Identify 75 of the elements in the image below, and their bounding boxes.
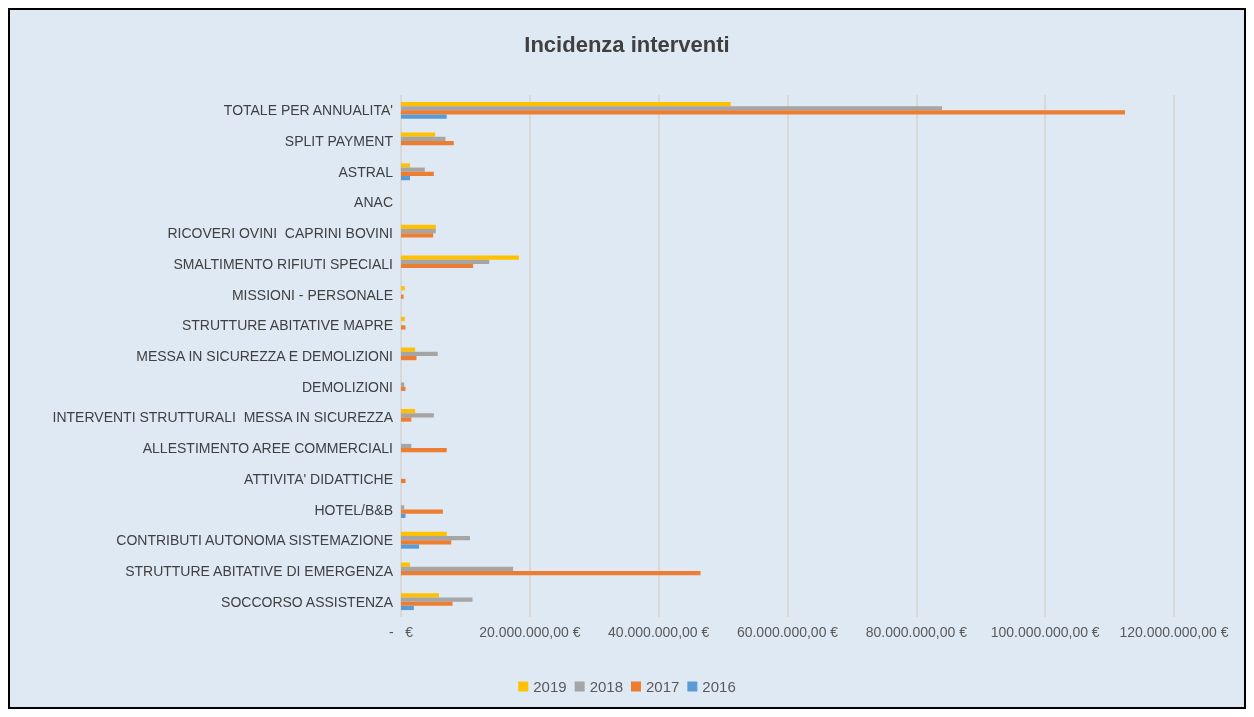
x-tick-label: 80.000.000,00 €	[865, 624, 968, 640]
y-tick-label: DEMOLIZIONI	[301, 378, 393, 395]
bar	[401, 478, 406, 484]
bar	[401, 540, 452, 545]
bar	[401, 566, 514, 571]
x-tick-label: 20.000.000,00 €	[479, 624, 581, 640]
y-tick-label: ANAC	[354, 194, 393, 211]
bar	[401, 136, 446, 142]
bar	[401, 175, 411, 181]
x-tick-label: 60.000.000,00 €	[736, 624, 839, 640]
y-tick-label: STRUTTURE ABITATIVE MAPRE	[181, 317, 393, 334]
bar	[401, 513, 406, 518]
legend-label: 2019	[533, 678, 567, 695]
bar	[401, 141, 454, 146]
bar	[401, 325, 406, 330]
bar	[401, 132, 436, 137]
y-tick-label: ASTRAL	[338, 163, 394, 180]
bar	[401, 448, 447, 453]
bar	[401, 417, 412, 422]
bar	[401, 171, 434, 176]
bar	[401, 259, 490, 264]
y-tick-label: STRUTTURE ABITATIVE DI EMERGENZA	[125, 562, 394, 579]
x-tick-label: 40.000.000,00 €	[608, 624, 710, 640]
legend-label: 2016	[702, 678, 736, 695]
y-tick-label: MISSIONI - PERSONALE	[231, 286, 393, 303]
y-tick-label: RICOVERI OVINI CAPRINI BOVINI	[167, 225, 393, 242]
bar	[401, 101, 731, 107]
bar	[401, 163, 411, 168]
y-tick-label: TOTALE PER ANNUALITA'	[223, 102, 393, 119]
x-tick-label: 100.000.000,00 €	[990, 624, 1100, 640]
bar	[401, 408, 416, 414]
bar	[401, 255, 519, 260]
bar	[401, 106, 943, 111]
bar	[401, 224, 436, 229]
y-tick-label: HOTEL/B&B	[314, 501, 393, 518]
bar	[401, 294, 404, 299]
bar	[401, 286, 405, 291]
bar	[401, 167, 425, 172]
legend-label: 2018	[589, 678, 624, 695]
bar	[401, 509, 443, 514]
bar	[401, 382, 405, 387]
y-tick-label: SOCCORSO ASSISTENZA	[221, 593, 394, 610]
y-tick-label: SMALTIMENTO RIFIUTI SPECIALI	[173, 255, 393, 272]
x-tick-label: - €	[388, 624, 414, 640]
x-tick-label: 120.000.000,00 €	[1119, 624, 1229, 640]
y-tick-label: ATTIVITA' DIDATTICHE	[244, 470, 393, 487]
bar	[401, 505, 405, 510]
bar	[401, 386, 406, 391]
bar	[401, 110, 1126, 115]
chart-title: Incidenza interventi	[524, 31, 730, 57]
bar	[401, 605, 414, 611]
bar	[401, 601, 453, 606]
bar	[401, 316, 405, 322]
legend-label: 2017	[646, 678, 680, 695]
bar	[401, 347, 416, 352]
bar	[401, 443, 412, 449]
bar	[401, 413, 434, 418]
bar	[401, 356, 417, 361]
bar	[401, 263, 474, 269]
bar	[401, 597, 473, 602]
y-tick-label: MESSA IN SICUREZZA E DEMOLIZIONI	[136, 348, 393, 364]
bar	[401, 544, 420, 549]
bar	[401, 531, 447, 537]
bar	[401, 114, 447, 119]
y-tick-label: CONTRIBUTI AUTONOMA SISTEMAZIONE	[116, 532, 393, 549]
bar	[401, 562, 411, 567]
bar	[401, 233, 434, 238]
y-tick-label: SPLIT PAYMENT	[284, 133, 394, 150]
y-tick-label: INTERVENTI STRUTTURALI MESSA IN SICUREZZA	[52, 409, 394, 426]
bar	[401, 536, 470, 541]
bar	[401, 228, 436, 234]
bar	[401, 351, 438, 356]
y-tick-label: ALLESTIMENTO AREE COMMERCIALI	[142, 440, 393, 457]
bar	[401, 570, 701, 576]
bar	[401, 593, 440, 598]
